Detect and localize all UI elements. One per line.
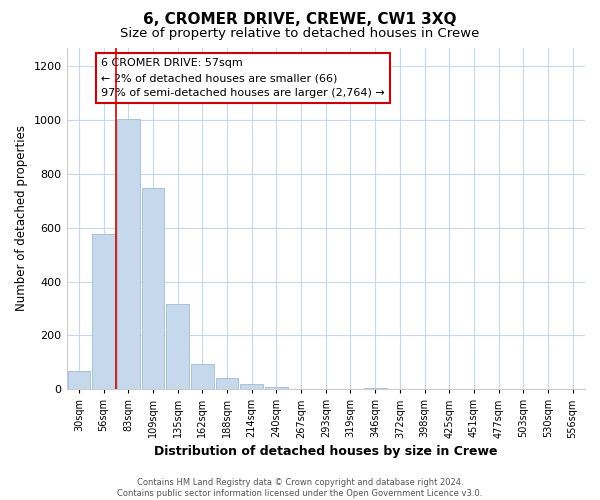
Text: 6, CROMER DRIVE, CREWE, CW1 3XQ: 6, CROMER DRIVE, CREWE, CW1 3XQ	[143, 12, 457, 28]
Bar	[215, 378, 238, 389]
Text: Size of property relative to detached houses in Crewe: Size of property relative to detached ho…	[121, 28, 479, 40]
Bar	[166, 304, 189, 389]
Bar	[68, 372, 90, 389]
Text: Contains HM Land Registry data © Crown copyright and database right 2024.
Contai: Contains HM Land Registry data © Crown c…	[118, 478, 482, 498]
Bar	[265, 387, 288, 389]
Y-axis label: Number of detached properties: Number of detached properties	[15, 126, 28, 312]
Text: 6 CROMER DRIVE: 57sqm
← 2% of detached houses are smaller (66)
97% of semi-detac: 6 CROMER DRIVE: 57sqm ← 2% of detached h…	[101, 58, 385, 98]
X-axis label: Distribution of detached houses by size in Crewe: Distribution of detached houses by size …	[154, 444, 497, 458]
Bar	[92, 234, 115, 389]
Bar	[117, 119, 140, 389]
Bar	[364, 388, 386, 389]
Bar	[241, 384, 263, 389]
Bar	[142, 188, 164, 389]
Bar	[191, 364, 214, 389]
